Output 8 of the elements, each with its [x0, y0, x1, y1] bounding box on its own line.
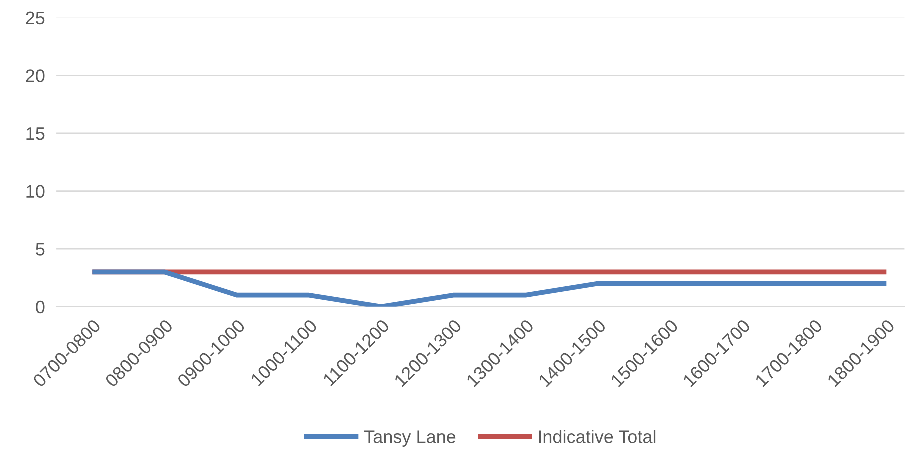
y-tick-label: 20 [26, 70, 45, 82]
y-tick-label: 10 [26, 185, 45, 198]
y-tick-label: 5 [36, 243, 45, 256]
y-tick-label: 15 [26, 128, 45, 140]
legend-label: Tansy Lane [364, 430, 456, 447]
y-tick-label: 25 [26, 12, 45, 25]
y-tick-label: 0 [36, 300, 45, 314]
legend-label: Indicative Total [539, 430, 656, 444]
